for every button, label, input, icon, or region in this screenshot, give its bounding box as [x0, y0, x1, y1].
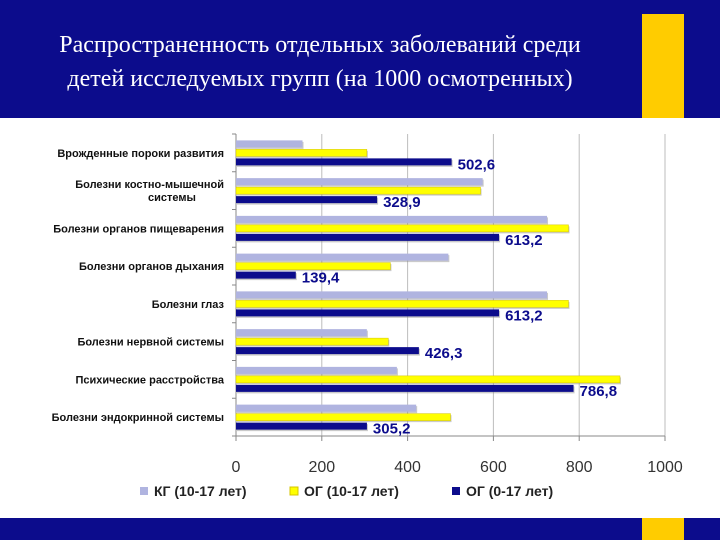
bar-3-6 [236, 347, 419, 355]
bar-1-5 [236, 291, 548, 299]
data-label-3: 613,2 [505, 232, 543, 249]
title-bar [0, 0, 720, 118]
x-tick-label-0: 0 [232, 459, 241, 476]
slide-title: Распространенность отдельных заболеваний… [10, 28, 630, 96]
bar-1-4 [236, 253, 449, 261]
x-tick-label-800: 800 [566, 459, 593, 476]
bar-2-3 [235, 224, 569, 233]
bar-2-2 [235, 186, 481, 195]
bar-2-1 [235, 149, 368, 157]
x-tick-label-1000: 1000 [647, 459, 683, 476]
legend-label-2: ОГ (10-17 лет) [304, 483, 399, 499]
x-tick-label-200: 200 [308, 459, 335, 476]
bar-2-6 [235, 337, 389, 346]
bar-2-8 [235, 413, 451, 421]
bar-3-3 [236, 233, 500, 241]
legend-label-3: ОГ (0-17 лет) [466, 483, 553, 499]
accent-stripe-bottom [642, 518, 684, 540]
data-label-8: 305,2 [373, 421, 411, 438]
bar-1-8 [236, 404, 417, 412]
bar-2-7 [235, 375, 621, 384]
footer-bar-right [684, 518, 720, 540]
accent-stripe-top [642, 14, 684, 118]
bar-3-2 [236, 196, 378, 204]
footer-bar [0, 518, 642, 540]
bar-1-2 [236, 178, 483, 186]
category-label: Болезни костно-мышечной системы [75, 179, 224, 204]
bar-2-4 [235, 262, 391, 270]
data-label-7: 786,8 [580, 383, 618, 400]
bar-1-6 [236, 329, 367, 337]
slide-title-line-1: Распространенность отдельных заболеваний… [59, 32, 581, 58]
bar-2-5 [235, 300, 569, 308]
bar-3-5 [236, 309, 500, 317]
data-label-6: 426,3 [425, 345, 463, 362]
bar-1-7 [236, 366, 397, 374]
category-label: Врожденные пороки развития [57, 148, 224, 160]
legend-swatch-2 [289, 486, 299, 496]
data-label-2: 328,9 [383, 194, 421, 211]
slide-title-line-2: детей исследуемых групп (на 1000 осмотре… [67, 66, 573, 92]
legend-swatch-1 [140, 487, 148, 495]
data-label-1: 502,6 [458, 156, 496, 173]
legend-swatch-3 [452, 487, 460, 495]
bar-3-1 [236, 158, 452, 166]
legend-label-1: КГ (10-17 лет) [154, 483, 247, 499]
category-label: Болезни органов пищеварения [53, 223, 224, 235]
category-label: Психические расстройства [76, 374, 225, 386]
data-label-4: 139,4 [302, 270, 340, 287]
bar-3-8 [236, 422, 367, 430]
bar-3-4 [236, 271, 296, 279]
category-label: Болезни глаз [152, 299, 225, 311]
bar-3-7 [236, 384, 574, 392]
data-label-5: 613,2 [505, 307, 543, 324]
bar-1-3 [236, 215, 548, 223]
x-tick-label-600: 600 [480, 459, 507, 476]
category-label: Болезни органов дыхания [79, 261, 224, 273]
category-label: Болезни эндокринной системы [52, 412, 224, 424]
bar-1-1 [236, 140, 303, 148]
category-label: Болезни нервной системы [77, 337, 224, 349]
x-tick-label-400: 400 [394, 459, 421, 476]
